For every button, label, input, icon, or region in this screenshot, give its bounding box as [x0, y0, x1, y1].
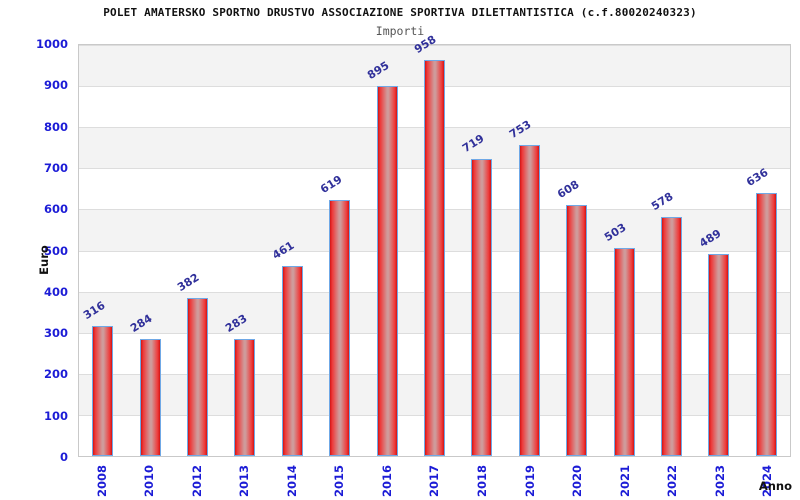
- chart-title: POLET AMATERSKO SPORTNO DRUSTVO ASSOCIAZ…: [103, 6, 697, 19]
- x-tick-label: 2012: [189, 464, 204, 498]
- bar-2024: [755, 193, 777, 456]
- bar-value-label: 753: [507, 117, 534, 142]
- y-tick-label: 600: [43, 202, 68, 217]
- y-tick-label: 800: [43, 119, 68, 134]
- bar-value-label: 578: [649, 190, 676, 214]
- y-tick-label: 1000: [35, 37, 68, 51]
- bar-slot: 895: [363, 45, 410, 456]
- x-tick-label: 2023: [712, 464, 727, 498]
- bar-value-label: 284: [128, 311, 155, 335]
- x-tick-label: 2010: [142, 464, 157, 498]
- bar-value-label: 283: [222, 311, 250, 336]
- chart-subtitle: Importi: [375, 24, 425, 38]
- bar-2014: [281, 265, 303, 456]
- y-tick-label: 300: [43, 326, 68, 341]
- bar-slot: 958: [411, 33, 458, 456]
- x-tick-label: 2021: [617, 464, 632, 498]
- bar-2013: [234, 339, 256, 456]
- x-tick-label: 2014: [284, 464, 299, 498]
- x-tick-label: 2020: [570, 464, 585, 498]
- bar-2023: [708, 254, 730, 456]
- bar-slot: 608: [553, 45, 600, 456]
- y-tick-label: 500: [43, 243, 68, 258]
- bar-2012: [186, 298, 208, 456]
- bar-value-label: 382: [175, 271, 202, 295]
- bar-slot: 619: [316, 45, 363, 456]
- bar-slot: 283: [221, 45, 268, 456]
- bar-slot: 284: [126, 45, 173, 456]
- x-tick-label: 2017: [427, 464, 442, 498]
- bar-slot: 382: [174, 45, 221, 456]
- y-tick-label: 200: [43, 367, 68, 382]
- x-tick-label: 2015: [332, 464, 347, 498]
- x-tick-label: 2022: [665, 464, 680, 498]
- y-axis-label: Euro: [37, 245, 51, 275]
- bar-2020: [566, 204, 588, 456]
- bar-value-label: 636: [744, 166, 771, 190]
- bar-slot: 316: [79, 45, 126, 456]
- bar-slot: 461: [269, 45, 316, 456]
- y-tick-label: 100: [43, 408, 68, 423]
- x-tick-label: 2013: [237, 464, 252, 498]
- bar-value-label: 619: [317, 173, 345, 197]
- bar-2019: [518, 145, 540, 456]
- bar-value-label: 503: [602, 221, 629, 245]
- x-axis: 2008 2010 2012 2013 2014 2015 2016 2017 2018 2019…: [78, 457, 791, 500]
- bar-2018: [471, 159, 493, 456]
- bar-value-label: 489: [696, 226, 724, 251]
- bar-2008: [92, 325, 114, 456]
- x-tick-label: 2008: [94, 464, 109, 498]
- x-tick-label: 2018: [475, 464, 490, 498]
- y-tick-label: 900: [43, 78, 68, 93]
- bar-slot: 489: [695, 45, 742, 456]
- y-tick-label: 400: [43, 284, 68, 299]
- bar-2016: [376, 86, 398, 456]
- bar-2021: [613, 248, 635, 456]
- bar-2010: [139, 338, 161, 456]
- bar-2015: [329, 200, 351, 456]
- bar-value-label: 461: [270, 238, 297, 262]
- y-tick-label: 0: [59, 450, 68, 464]
- bar-slot: 578: [648, 45, 695, 456]
- bar-value-label: 316: [80, 298, 108, 322]
- bar-slot: 636: [743, 45, 790, 456]
- bar-slot: 503: [600, 45, 647, 456]
- x-axis-label: Anno: [758, 479, 792, 493]
- x-tick-label: 2016: [379, 464, 394, 498]
- plot-area: 316 284 382 283 461 619 895 958 719 753 608 503 578 4…: [78, 33, 791, 457]
- bar-value-label: 608: [554, 177, 582, 201]
- bar-slot: 719: [458, 45, 505, 456]
- bar-value-label: 895: [365, 59, 392, 83]
- bar-value-label: 719: [459, 131, 487, 156]
- x-tick-label: 2019: [522, 464, 537, 498]
- bar-2022: [660, 217, 682, 456]
- bar-slot: 753: [506, 45, 553, 456]
- y-axis: 0 100 200 300 400 500 600 700 800 900 1000: [0, 37, 74, 464]
- bar-2017: [423, 60, 445, 456]
- y-tick-label: 700: [43, 160, 68, 175]
